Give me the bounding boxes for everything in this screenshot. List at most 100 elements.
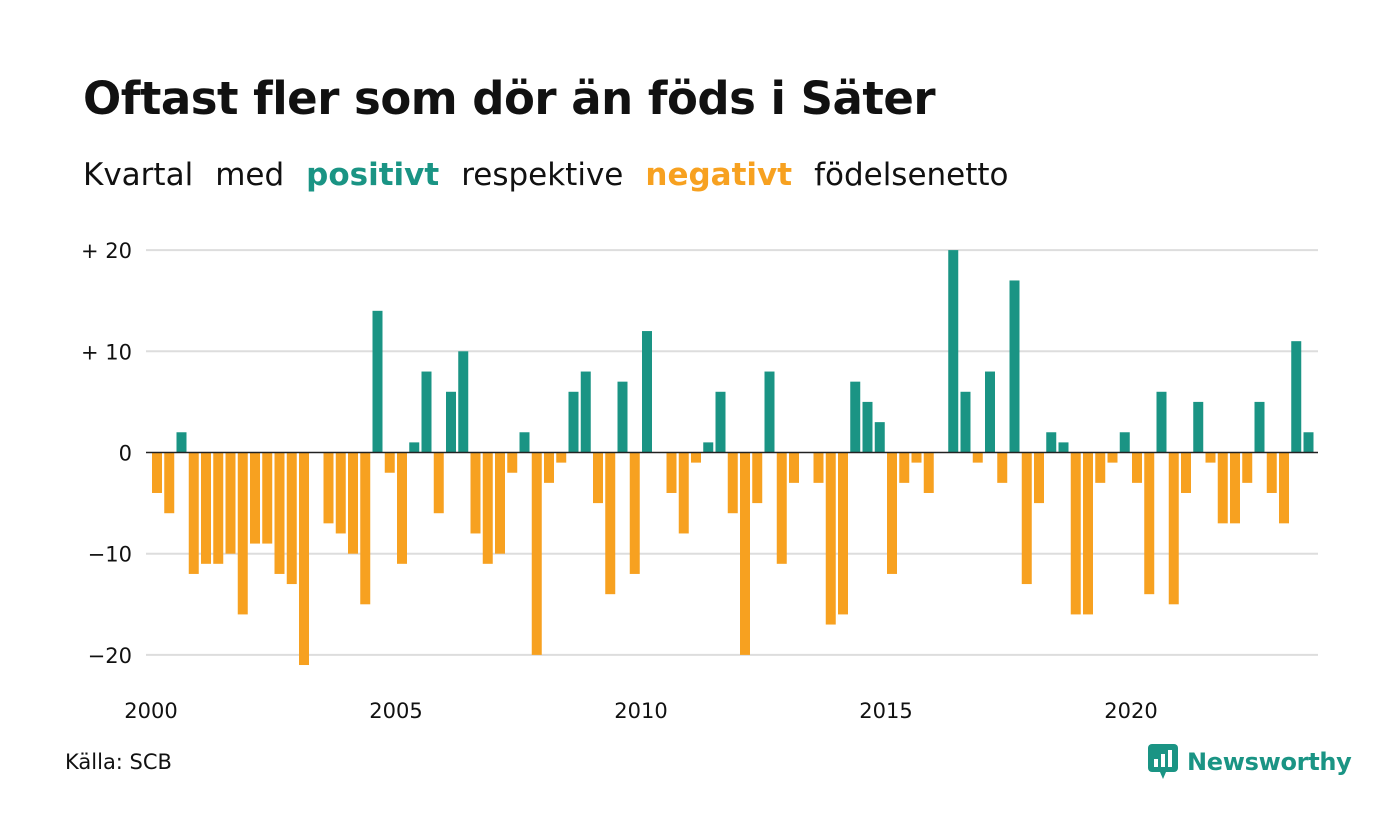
bar: [433, 452, 444, 514]
bar: [850, 381, 861, 453]
bar: [874, 422, 885, 453]
bar: [1242, 452, 1253, 483]
bar: [764, 371, 775, 453]
brand-logo: Newsworthy: [1148, 744, 1352, 780]
y-tick-label: + 10: [81, 340, 132, 364]
bar: [360, 452, 371, 605]
x-tick-label: 2020: [1104, 699, 1157, 723]
axes: + 20 + 10 0 −10 −20 2000 2005 2010 2015 2020: [81, 239, 1318, 723]
bar: [482, 452, 493, 564]
bar: [1279, 452, 1289, 524]
bar: [666, 452, 677, 493]
bar: [605, 452, 616, 595]
bar: [1156, 391, 1167, 453]
bar: [544, 452, 554, 483]
bar: [1034, 452, 1044, 504]
bar: [727, 452, 738, 514]
bar: [740, 452, 750, 655]
bar: [1046, 432, 1057, 453]
bar: [580, 371, 591, 453]
bar: [164, 452, 175, 514]
bar: [250, 452, 260, 544]
bar: [152, 452, 162, 493]
bar: [384, 452, 395, 473]
bar: [715, 391, 726, 453]
bar: [1144, 452, 1155, 595]
chart-title: Oftast fler som dör än föds i Säter: [83, 72, 936, 125]
bar: [972, 452, 983, 463]
bar: [923, 452, 934, 493]
subtitle-negative-label: negativt: [645, 157, 793, 193]
bar: [1181, 452, 1191, 493]
bar: [421, 371, 432, 453]
bar: [691, 452, 701, 463]
bar: [1205, 452, 1216, 463]
newsworthy-chart-icon: [1148, 744, 1178, 779]
bar: [948, 250, 959, 453]
bar: [1083, 452, 1093, 615]
bar: [568, 391, 579, 453]
subtitle-word-kvartal: Kvartal: [83, 157, 194, 193]
subtitle-word-respektive: respektive: [461, 157, 624, 193]
bar: [286, 452, 297, 585]
bar: [1291, 341, 1302, 453]
y-tick-label: + 20: [81, 239, 132, 263]
bar: [1217, 452, 1228, 524]
bar: [1132, 452, 1142, 483]
x-tick-label: 2015: [859, 699, 912, 723]
bar: [409, 442, 420, 453]
bar: [446, 391, 456, 453]
bar: [862, 401, 873, 453]
bar: [556, 452, 567, 463]
bar: [507, 452, 518, 473]
bar: [776, 452, 787, 564]
bar: [225, 452, 236, 554]
bar: [629, 452, 640, 574]
bar: [752, 452, 763, 504]
bar: [335, 452, 346, 534]
y-tick-label: −10: [88, 543, 132, 567]
bar: [838, 452, 848, 615]
bar: [1021, 452, 1032, 585]
bar: [1254, 401, 1265, 453]
x-tick-label: 2000: [124, 699, 177, 723]
bar: [1009, 280, 1020, 453]
bar: [262, 452, 273, 544]
bar: [911, 452, 922, 463]
bar: [531, 452, 542, 655]
bar: [813, 452, 824, 483]
bar: [176, 432, 187, 453]
bar: [899, 452, 910, 483]
bar: [1193, 401, 1204, 453]
bar: [470, 452, 481, 534]
y-tick-label: −20: [88, 644, 132, 668]
bar: [642, 331, 652, 453]
bar: [1107, 452, 1118, 463]
bar: [678, 452, 689, 534]
bar: [1230, 452, 1240, 524]
x-tick-label: 2005: [369, 699, 422, 723]
bar: [323, 452, 334, 524]
bar: [458, 351, 469, 453]
bar: [348, 452, 358, 554]
y-tick-label: 0: [119, 442, 132, 466]
bar: [1070, 452, 1081, 615]
bar: [887, 452, 897, 574]
bar: [985, 371, 995, 453]
bar: [617, 381, 628, 453]
source-note: Källa: SCB: [65, 750, 172, 774]
subtitle-word-med: med: [215, 157, 285, 193]
chart-subtitle: Kvartal med positivt respektive negativt föde…: [83, 157, 1031, 194]
bar: [593, 452, 603, 504]
x-tick-label: 2010: [614, 699, 667, 723]
bar: [825, 452, 836, 625]
bar: [1119, 432, 1130, 453]
bar: [1095, 452, 1106, 483]
bar: [997, 452, 1008, 483]
grid-lines: [146, 249, 1318, 656]
bars: [152, 250, 1314, 666]
bar: [960, 391, 971, 453]
bar: [495, 452, 505, 554]
bar: [1168, 452, 1179, 605]
